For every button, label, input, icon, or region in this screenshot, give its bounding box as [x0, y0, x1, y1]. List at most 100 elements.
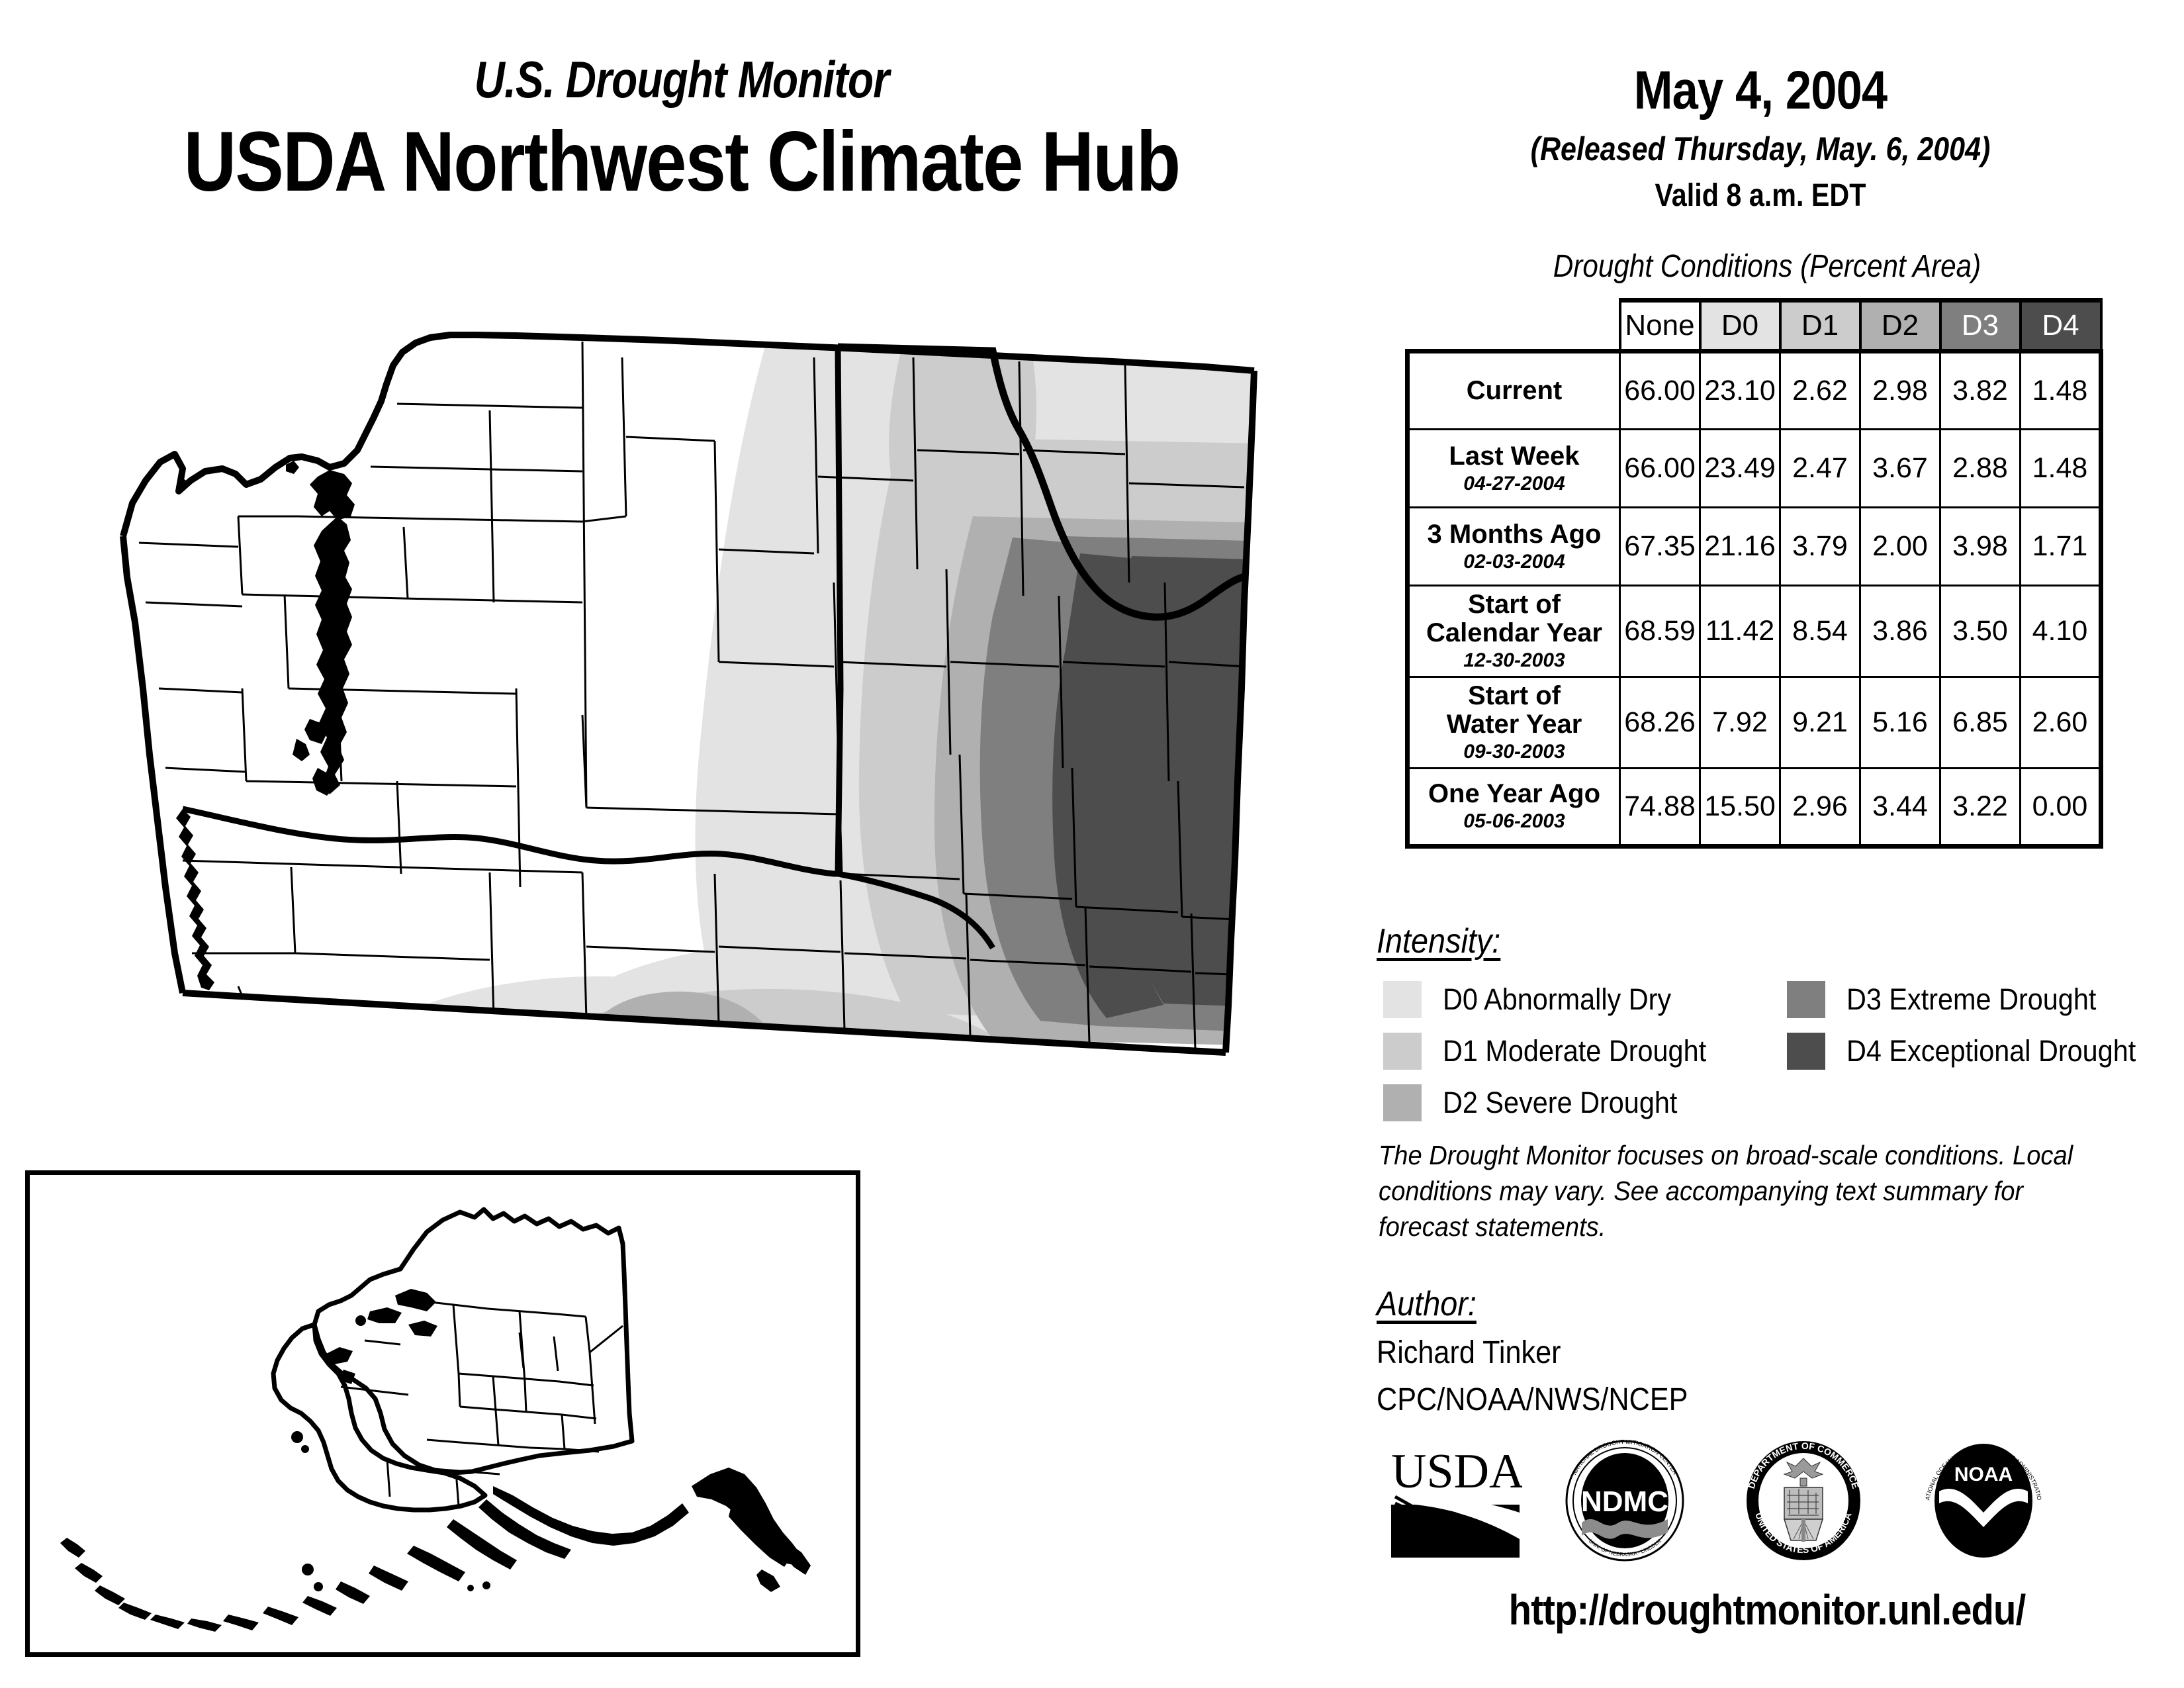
row-label-text: Last Week	[1449, 441, 1580, 471]
table-cell: 2.00	[1859, 506, 1941, 586]
table-cell: 11.42	[1699, 585, 1781, 678]
table-header: None D0 D1 D2 D3 D4	[1407, 298, 2103, 353]
legend-label-d2: D2 Severe Drought	[1443, 1086, 1678, 1119]
table-cell: 8.54	[1779, 585, 1861, 678]
table-row-label: Start of Calendar Year 12-30-2003	[1405, 585, 1621, 678]
row-label-text: 3 Months Ago	[1427, 519, 1602, 549]
table-cell: 15.50	[1699, 767, 1781, 849]
table-cell: 3.67	[1859, 428, 1941, 508]
table-row: Start of Calendar Year 12-30-2003 68.59 11.4…	[1405, 585, 2103, 678]
row-label-date: 12-30-2003	[1463, 649, 1565, 672]
legend-label-d4: D4 Exceptional Drought	[1846, 1034, 2136, 1068]
agency-logo-row: USDA NDMC NATIONAL DROUGHT MITIGATION CE…	[1390, 1440, 2118, 1562]
legend-label-d3: D3 Extreme Drought	[1846, 982, 2097, 1016]
table-col-header-d1: D1	[1778, 298, 1862, 353]
website-url[interactable]: http://droughtmonitor.unl.edu/	[1508, 1586, 2026, 1634]
table-col-header-d2: D2	[1858, 298, 1942, 353]
ndmc-logo: NDMC NATIONAL DROUGHT MITIGATION CENTER …	[1562, 1440, 1688, 1562]
table-cell: 5.16	[1859, 675, 1941, 769]
page-subtitle: U.S. Drought Monitor	[474, 50, 889, 109]
row-label-line1: Start of	[1468, 680, 1561, 710]
legend-item-d1: D1 Moderate Drought	[1383, 1033, 1729, 1070]
table-cell: 23.10	[1699, 349, 1781, 430]
release-date: (Released Thursday, May. 6, 2004)	[1530, 130, 1991, 167]
table-cell: 7.92	[1699, 675, 1781, 769]
table-cell: 2.88	[1939, 428, 2021, 508]
department-of-commerce-seal: DEPARTMENT OF COMMERCE UNITED STATES OF …	[1741, 1440, 1866, 1562]
table-cell: 67.35	[1619, 506, 1701, 586]
table-cell: 4.10	[2019, 585, 2103, 678]
date-block: May 4, 2004 (Released Thursday, May. 6, …	[1377, 60, 2144, 214]
table-cell: 2.60	[2019, 675, 2103, 769]
author-block: Author: Richard Tinker CPC/NOAA/NWS/NCEP	[1377, 1284, 2158, 1418]
table-corner-cell	[1407, 300, 1620, 352]
noaa-logo: NOAA NATIONAL OCEANIC AND ATMOSPHERIC AD…	[1919, 1440, 2048, 1562]
row-label-line2: Water Year	[1446, 709, 1582, 739]
pacific-northwest-drought-map	[119, 318, 1324, 1165]
row-label-date: 09-30-2003	[1463, 741, 1565, 763]
legend-label-d1: D1 Moderate Drought	[1443, 1034, 1707, 1068]
table-row-label: Current	[1405, 349, 1621, 430]
table-cell: 3.50	[1939, 585, 2021, 678]
legend-swatch-d1	[1383, 1033, 1422, 1070]
table-row-label: Start of Water Year 09-30-2003	[1405, 675, 1621, 769]
title-block: U.S. Drought Monitor USDA Northwest Clim…	[40, 50, 1324, 209]
table-cell: 6.85	[1939, 675, 2021, 769]
intensity-heading: Intensity:	[1377, 922, 1501, 961]
table-body: Current 66.00 23.10 2.62 2.98 3.82 1.48 Last We…	[1405, 349, 2103, 849]
table-col-header-d0: D0	[1698, 298, 1782, 353]
table-row: One Year Ago 05-06-2003 74.88 15.50 2.96 3.44…	[1405, 767, 2103, 849]
table-header-row: None D0 D1 D2 D3 D4	[1407, 298, 2103, 353]
row-label-date: 02-03-2004	[1463, 550, 1565, 573]
table-caption: Drought Conditions (Percent Area)	[1553, 249, 1981, 284]
table-cell: 9.21	[1779, 675, 1861, 769]
alaska-drought-inset-map	[25, 1170, 860, 1657]
svg-text:USDA: USDA	[1391, 1444, 1522, 1499]
table-cell: 1.48	[2019, 349, 2103, 430]
table-row: Current 66.00 23.10 2.62 2.98 3.82 1.48	[1405, 349, 2103, 430]
table-cell: 68.26	[1619, 675, 1701, 769]
table-cell: 2.47	[1779, 428, 1861, 508]
row-label-line2: Calendar Year	[1426, 618, 1603, 648]
table-cell: 68.59	[1619, 585, 1701, 678]
table-row: Start of Water Year 09-30-2003 68.26 7.92 9.2…	[1405, 675, 2103, 769]
intensity-legend: Intensity: D0 Abnormally Dry D1 Moderate …	[1377, 921, 2158, 1153]
table-row-label: One Year Ago 05-06-2003	[1405, 767, 1621, 849]
table-row: 3 Months Ago 02-03-2004 67.35 21.16 3.79 2.00…	[1405, 506, 2103, 586]
legend-item-d3: D3 Extreme Drought	[1787, 981, 2118, 1018]
legend-item-d2: D2 Severe Drought	[1383, 1084, 1698, 1121]
legend-swatch-d3	[1787, 981, 1825, 1018]
table-cell: 1.71	[2019, 506, 2103, 586]
table-cell: 3.86	[1859, 585, 1941, 678]
svg-text:NOAA: NOAA	[1954, 1464, 2013, 1485]
table-cell: 1.48	[2019, 428, 2103, 508]
row-label-date: 05-06-2003	[1463, 810, 1565, 833]
drought-conditions-table: None D0 D1 D2 D3 D4 Current 66.00 23.10 2.62 2.98…	[1405, 298, 2103, 849]
legend-swatch-d4	[1787, 1033, 1825, 1070]
legend-item-d0: D0 Abnormally Dry	[1383, 981, 1691, 1018]
legend-label-d0: D0 Abnormally Dry	[1443, 982, 1672, 1016]
legend-grid: D0 Abnormally Dry D1 Moderate Drought D2 S…	[1377, 981, 2158, 1153]
page-title: USDA Northwest Climate Hub	[183, 114, 1181, 209]
row-label-date: 04-27-2004	[1463, 472, 1565, 494]
svg-text:NDMC: NDMC	[1581, 1485, 1668, 1518]
table-cell: 3.79	[1779, 506, 1861, 586]
table-cell: 2.98	[1859, 349, 1941, 430]
row-label-text: Current	[1466, 375, 1563, 405]
author-heading: Author:	[1377, 1285, 1477, 1323]
table-cell: 66.00	[1619, 428, 1701, 508]
table-col-header-none: None	[1618, 298, 1702, 353]
table-cell: 66.00	[1619, 349, 1701, 430]
valid-time: Valid 8 a.m. EDT	[1655, 178, 1866, 213]
table-cell: 3.98	[1939, 506, 2021, 586]
row-label-line1: Start of	[1468, 590, 1561, 619]
table-row-label: Last Week 04-27-2004	[1405, 428, 1621, 508]
disclaimer-text: The Drought Monitor focuses on broad-sca…	[1379, 1140, 2073, 1243]
author-affiliation: CPC/NOAA/NWS/NCEP	[1377, 1382, 1688, 1417]
table-cell: 3.22	[1939, 767, 2021, 849]
table-cell: 2.96	[1779, 767, 1861, 849]
table-cell: 0.00	[2019, 767, 2103, 849]
author-name: Richard Tinker	[1377, 1335, 1561, 1370]
table-cell: 2.62	[1779, 349, 1861, 430]
